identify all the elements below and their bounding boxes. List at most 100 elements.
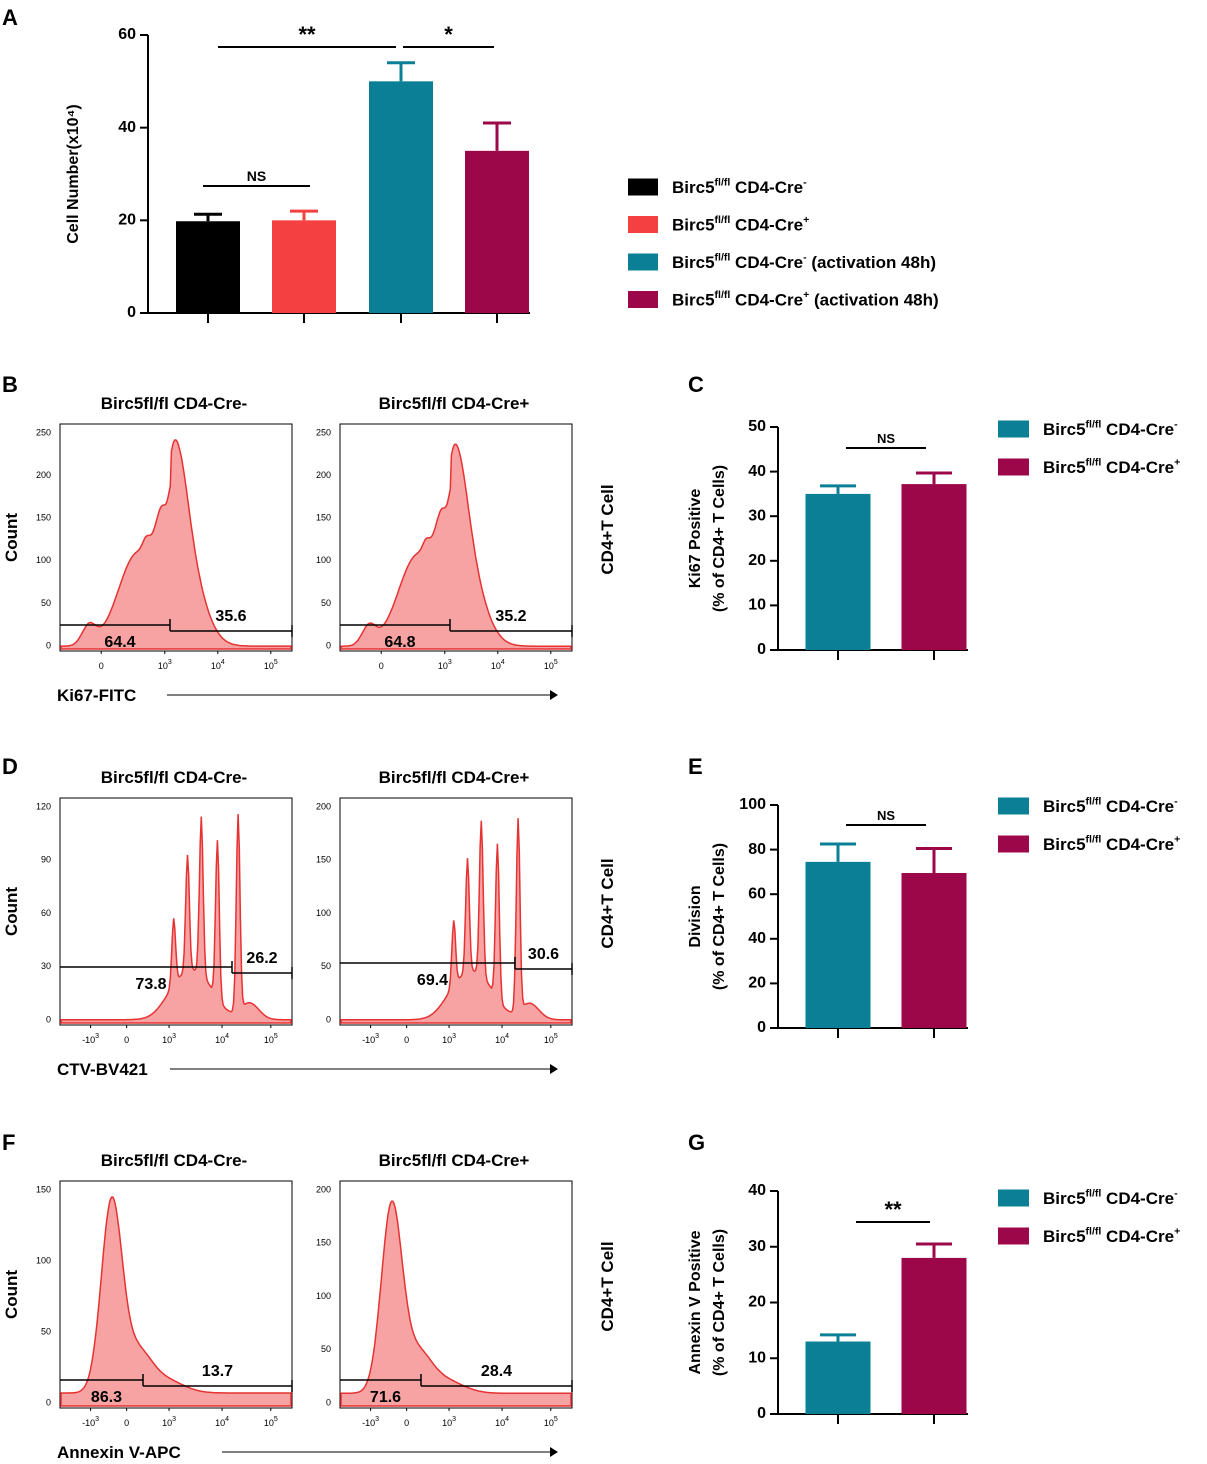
legend-swatch bbox=[628, 178, 658, 196]
histogram-1: Birc5fl/fl CD4-Cre- 0 50 100 150 200 250 0 103 10… bbox=[36, 394, 293, 671]
bar-1 bbox=[176, 221, 240, 313]
y-tick-label: 250 bbox=[36, 427, 51, 437]
bar-2 bbox=[272, 220, 336, 313]
bar-2 bbox=[901, 1257, 967, 1414]
y-tick-label: 200 bbox=[316, 801, 331, 811]
y-tick-label: 90 bbox=[41, 855, 51, 865]
y-tick-label: 50 bbox=[321, 1344, 331, 1354]
histogram-2: Birc5fl/fl CD4-Cre+ 0 50 100 150 200 -103 0 103 1… bbox=[316, 1151, 573, 1428]
histogram-2: Birc5fl/fl CD4-Cre+ 0 50 100 150 200 -103 0 103 1… bbox=[316, 768, 573, 1045]
x-tick-label: 0 bbox=[404, 1418, 409, 1428]
histogram-1: Birc5fl/fl CD4-Cre- 0 30 60 90 120 -103 0 103 104… bbox=[36, 768, 293, 1045]
histogram-panel-b: Birc5fl/fl CD4-Cre- 0 50 100 150 200 250 0 103 10… bbox=[2, 394, 617, 705]
y-tick-label: 150 bbox=[36, 1184, 51, 1194]
gate-left-value: 64.8 bbox=[384, 634, 415, 651]
histogram-2: Birc5fl/fl CD4-Cre+ 0 50 100 150 200 250 0 103 10… bbox=[316, 394, 573, 671]
histogram-panel-d: Birc5fl/fl CD4-Cre- 0 30 60 90 120 -103 0 103 104… bbox=[2, 768, 617, 1079]
histogram-title: Birc5fl/fl CD4-Cre- bbox=[101, 768, 247, 787]
gate-right-value: 13.7 bbox=[202, 1363, 233, 1380]
histogram-curve bbox=[60, 1196, 292, 1407]
bar-4 bbox=[465, 150, 529, 313]
x-tick-label: -103 bbox=[362, 1033, 379, 1045]
y-tick-label: 200 bbox=[316, 470, 331, 480]
y-tick-label: 40 bbox=[118, 119, 136, 136]
y-axis-label-sub: (% of CD4+ T Cells) bbox=[711, 1229, 728, 1376]
gate-left-value: 69.4 bbox=[417, 972, 448, 989]
y-axis-label: Annexin V Positive bbox=[687, 1230, 704, 1374]
significance-label: ** bbox=[884, 1197, 902, 1222]
y-tick-label: 200 bbox=[316, 1184, 331, 1194]
y-axis-label: Count bbox=[2, 1270, 21, 1319]
x-tick-label: 103 bbox=[158, 659, 172, 671]
y-tick-label: 250 bbox=[316, 427, 331, 437]
y-tick-label: 0 bbox=[46, 640, 51, 650]
histogram-curve bbox=[60, 813, 292, 1024]
y-tick-label: 60 bbox=[118, 26, 136, 43]
y-tick-label: 40 bbox=[748, 463, 766, 480]
y-tick-label: 20 bbox=[748, 552, 766, 569]
y-tick-label: 0 bbox=[46, 1397, 51, 1407]
histogram-title: Birc5fl/fl CD4-Cre+ bbox=[379, 768, 530, 787]
gate-left-value: 64.4 bbox=[104, 634, 135, 651]
x-tick-label: -103 bbox=[82, 1416, 99, 1428]
legend-label: Birc5fl/fl CD4-Cre+ bbox=[1043, 1225, 1180, 1246]
legend-e-item-2: Birc5fl/fl CD4-Cre+ bbox=[998, 833, 1180, 854]
y-axis-label-sub: (% of CD4+ T Cells) bbox=[711, 465, 728, 612]
histogram-frame bbox=[59, 1180, 293, 1409]
x-tick-label: 0 bbox=[124, 1418, 129, 1428]
panel-letter-a: A bbox=[2, 5, 18, 30]
y-axis-label-sub: (% of CD4+ T Cells) bbox=[711, 843, 728, 990]
bar-1 bbox=[805, 493, 871, 650]
y-tick-label: 150 bbox=[316, 513, 331, 523]
histogram-curve bbox=[60, 439, 292, 650]
x-tick-label: 105 bbox=[544, 1416, 558, 1428]
x-tick-label: 0 bbox=[99, 661, 104, 671]
gate-left-value: 73.8 bbox=[135, 976, 166, 993]
x-tick-label: 103 bbox=[442, 1033, 456, 1045]
gate-right-value: 26.2 bbox=[246, 950, 277, 967]
legend-swatch bbox=[628, 291, 658, 308]
y-tick-label: 100 bbox=[316, 555, 331, 565]
y-tick-label: 10 bbox=[748, 1349, 766, 1366]
y-tick-label: 30 bbox=[41, 961, 51, 971]
significance-label: ** bbox=[298, 22, 316, 47]
y-tick-label: 30 bbox=[748, 1238, 766, 1255]
bar-chart-g: 0 10 20 30 40 Annexin V Positive (% of CD4+ T … bbox=[687, 1182, 968, 1424]
histogram-frame bbox=[339, 797, 573, 1026]
y-tick-label: 40 bbox=[748, 930, 766, 947]
side-label: CD4+T Cell bbox=[598, 1241, 617, 1331]
arrow-head-icon bbox=[550, 1064, 558, 1074]
legend-label: Birc5fl/fl CD4-Cre- bbox=[1043, 418, 1178, 439]
y-tick-label: 0 bbox=[326, 1014, 331, 1024]
bar-3 bbox=[369, 81, 433, 313]
y-tick-label: 30 bbox=[748, 507, 766, 524]
gate-right-value: 35.2 bbox=[495, 608, 526, 625]
arrow-head-icon bbox=[550, 690, 558, 700]
legend-main-item-2: Birc5fl/fl CD4-Cre+ bbox=[628, 214, 809, 235]
histogram-title: Birc5fl/fl CD4-Cre- bbox=[101, 1151, 247, 1170]
arrow-head-icon bbox=[550, 1447, 558, 1457]
histogram-frame bbox=[59, 797, 293, 1026]
y-tick-label: 50 bbox=[321, 961, 331, 971]
legend-label: Birc5fl/fl CD4-Cre- (activation 48h) bbox=[672, 251, 936, 272]
y-tick-label: 60 bbox=[41, 908, 51, 918]
side-label: CD4+T Cell bbox=[598, 484, 617, 574]
histogram-curve bbox=[340, 818, 572, 1024]
x-tick-label: 104 bbox=[495, 1416, 509, 1428]
y-axis-label: Division bbox=[687, 885, 704, 947]
histogram-title: Birc5fl/fl CD4-Cre- bbox=[101, 394, 247, 413]
x-tick-label: 104 bbox=[495, 1033, 509, 1045]
x-tick-label: 103 bbox=[162, 1416, 176, 1428]
y-tick-label: 50 bbox=[41, 598, 51, 608]
gate-left-value: 86.3 bbox=[91, 1389, 122, 1406]
legend-c-item-2: Birc5fl/fl CD4-Cre+ bbox=[998, 456, 1180, 477]
y-tick-label: 0 bbox=[757, 641, 766, 658]
x-tick-label: 104 bbox=[211, 659, 225, 671]
gate-right-value: 35.6 bbox=[215, 608, 246, 625]
y-axis-label: Count bbox=[2, 513, 21, 562]
legend-swatch bbox=[998, 1189, 1029, 1207]
y-tick-label: 150 bbox=[316, 855, 331, 865]
gate-right-value: 30.6 bbox=[528, 946, 559, 963]
